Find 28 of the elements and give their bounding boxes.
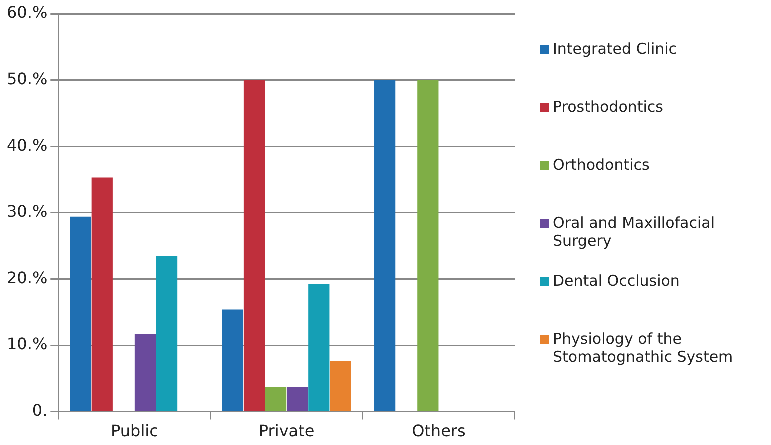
bar <box>330 361 352 412</box>
bar <box>92 178 113 412</box>
bar <box>265 387 287 412</box>
bar <box>70 216 92 412</box>
bar <box>156 256 178 412</box>
legend-label: Orthodontics <box>553 156 650 174</box>
y-tick-label: 10.% <box>6 334 48 354</box>
y-tick-label: 0. <box>32 400 48 420</box>
legend-label: Oral and Maxillofacial Surgery <box>553 214 716 250</box>
bar <box>374 80 396 412</box>
y-tick-label: 60.% <box>6 3 48 22</box>
x-tick-label: Others <box>412 422 466 441</box>
legend-label: Prosthodontics <box>553 98 664 116</box>
bar <box>244 80 266 412</box>
x-tick-label: Private <box>258 422 315 441</box>
bar <box>287 387 308 412</box>
y-tick-label: 50.% <box>6 69 48 88</box>
bar <box>308 284 330 412</box>
legend-label: Dental Occlusion <box>553 272 680 290</box>
y-tick-label: 40.% <box>6 136 48 155</box>
bar <box>418 80 439 412</box>
y-tick-label: 20.% <box>6 268 48 288</box>
legend-label: Integrated Clinic <box>553 40 678 58</box>
y-tick-label: 30.% <box>6 202 48 222</box>
bar <box>134 334 156 412</box>
bar <box>222 310 244 412</box>
x-tick-label: Public <box>111 422 158 441</box>
legend-label: Physiology of the Stomatognathic System <box>553 330 734 366</box>
